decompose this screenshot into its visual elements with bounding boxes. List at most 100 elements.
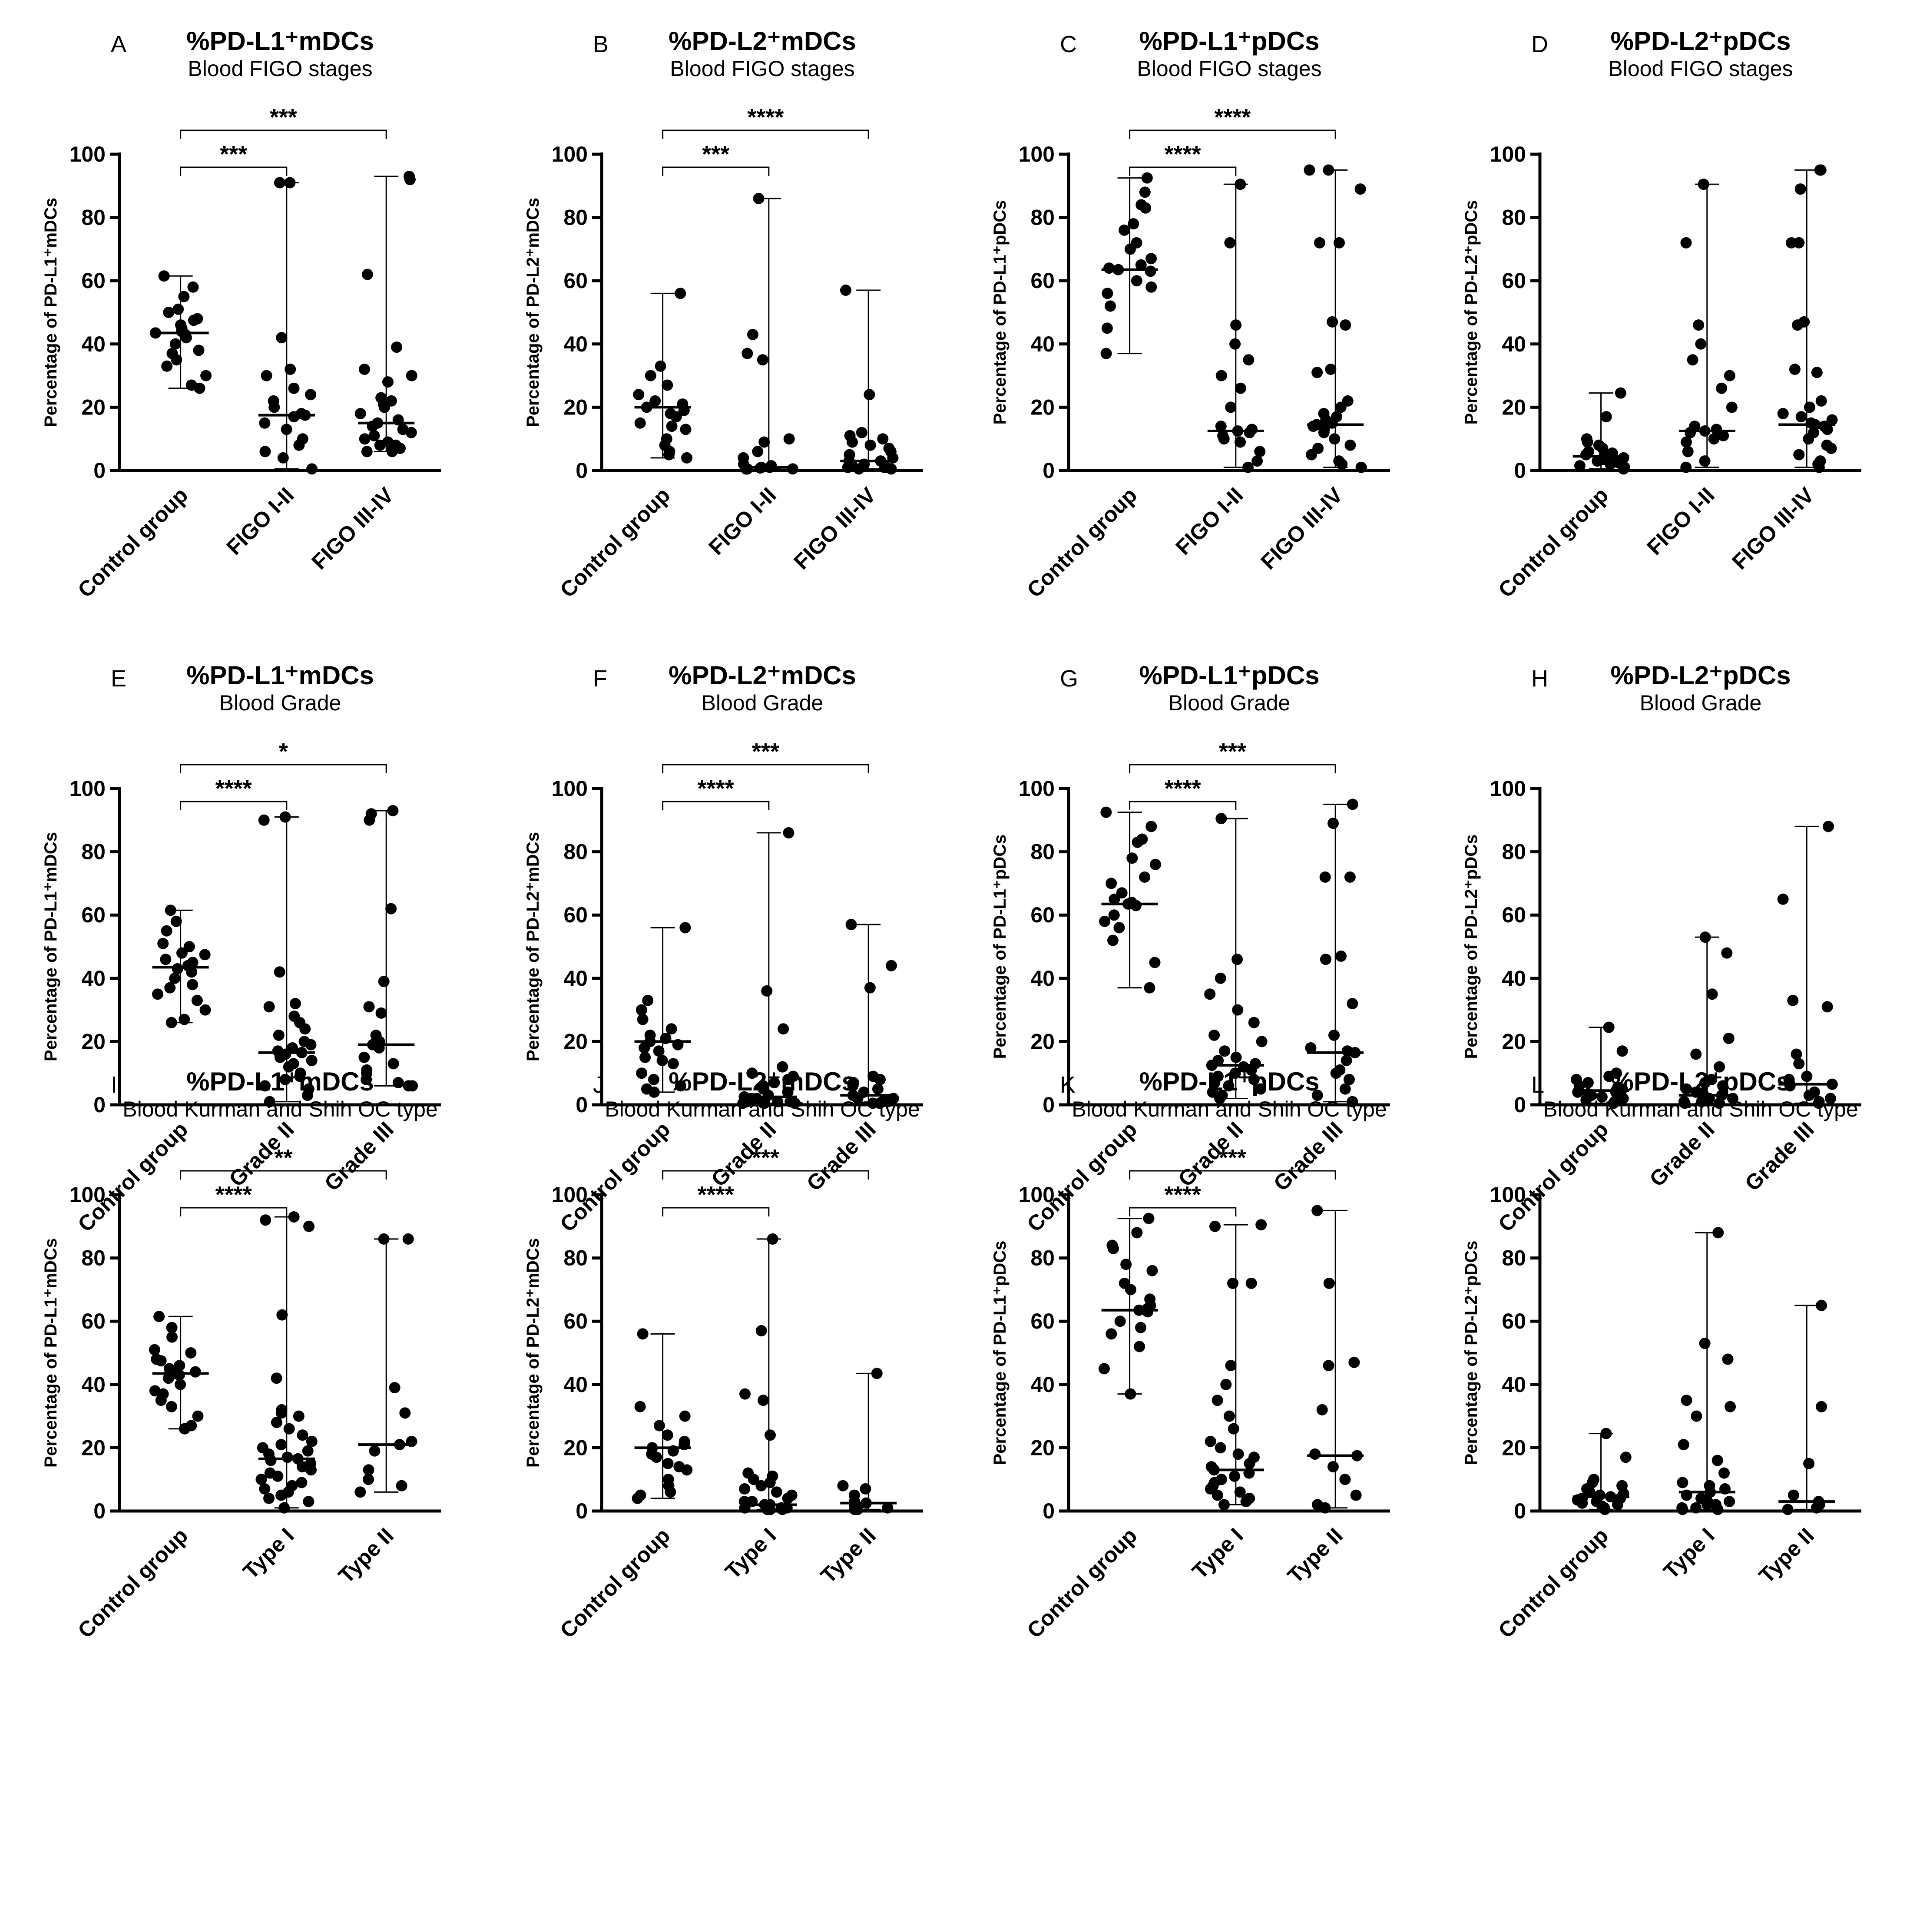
data-point — [680, 424, 692, 435]
data-point — [1343, 1074, 1355, 1085]
y-tick-label: 60 — [1030, 268, 1055, 293]
data-point — [648, 1086, 660, 1098]
y-tick-label: 40 — [81, 332, 106, 356]
data-point — [1724, 1496, 1735, 1508]
category-label: Type II — [334, 1523, 398, 1588]
data-point — [632, 1492, 643, 1504]
significance-bracket — [662, 1207, 770, 1216]
data-point — [354, 1486, 366, 1498]
panel-title: %PD-L1⁺mDCs — [186, 661, 374, 690]
y-tick-label: 60 — [81, 1309, 106, 1333]
data-point — [767, 1233, 778, 1245]
data-point — [1130, 900, 1142, 911]
data-point — [1215, 370, 1227, 381]
data-point — [1255, 1083, 1267, 1095]
group-grade-ii: Grade II — [1173, 813, 1268, 1191]
significance-bracket — [180, 801, 288, 810]
data-point — [665, 1023, 677, 1035]
data-point — [1329, 433, 1341, 445]
data-point — [382, 376, 394, 388]
y-tick-label: 40 — [81, 1372, 106, 1397]
data-point — [306, 1435, 318, 1447]
data-point — [1102, 288, 1113, 299]
data-point — [1254, 446, 1266, 457]
data-point — [188, 315, 199, 326]
data-point — [1681, 1083, 1692, 1095]
group-grade-iii: Grade III — [1269, 799, 1364, 1196]
data-point — [1104, 300, 1116, 312]
data-point — [1344, 871, 1356, 883]
data-point — [1702, 1499, 1713, 1511]
y-tick-label: 0 — [1043, 458, 1055, 483]
data-point — [363, 1464, 374, 1476]
significance-bracket — [1129, 764, 1336, 773]
data-point — [746, 1067, 758, 1079]
y-tick-label: 0 — [93, 1499, 106, 1523]
y-tick-label: 60 — [1030, 903, 1055, 927]
data-point — [739, 1483, 751, 1495]
data-point — [1347, 799, 1358, 810]
y-tick-label: 40 — [1502, 1372, 1526, 1397]
y-tick-label: 60 — [1502, 1309, 1526, 1333]
group-type-i: Type I — [720, 1233, 798, 1584]
data-point — [864, 439, 876, 451]
data-point — [187, 281, 199, 293]
data-point — [279, 1074, 291, 1085]
data-point — [385, 903, 397, 915]
data-point — [274, 1051, 286, 1063]
data-point — [1612, 1499, 1623, 1511]
data-point — [739, 1388, 751, 1400]
significance-label: *** — [1219, 739, 1246, 765]
data-point — [279, 811, 291, 823]
data-point — [1308, 421, 1319, 432]
data-point — [403, 1080, 414, 1092]
data-point — [179, 1423, 190, 1435]
panel-title: %PD-L1⁺pDCs — [1139, 1067, 1319, 1096]
significance-bracket — [1129, 166, 1237, 176]
data-point — [1687, 354, 1698, 366]
data-point — [1336, 458, 1348, 470]
data-point — [174, 1360, 185, 1372]
data-point — [1690, 1502, 1702, 1514]
data-point — [378, 976, 390, 988]
data-point — [303, 1220, 315, 1232]
category-label: Control group — [555, 1523, 675, 1643]
group-control-group: Control group — [73, 1311, 209, 1643]
data-point — [651, 1451, 662, 1463]
panel-subtitle: Blood Kurman and Shih OC type — [605, 1097, 920, 1121]
data-point — [161, 360, 173, 372]
data-point — [1816, 1299, 1827, 1311]
data-point — [1106, 1328, 1117, 1340]
category-label: Grade III — [802, 1117, 881, 1196]
data-point — [864, 389, 875, 401]
significance-label: **** — [698, 775, 734, 802]
data-point — [642, 994, 654, 1006]
y-tick-label: 60 — [81, 268, 106, 293]
significance-label: **** — [1165, 141, 1201, 167]
y-axis-label: Percentage of PD-L1⁺pDCs — [990, 200, 1010, 425]
data-point — [1215, 813, 1227, 825]
data-point — [1695, 338, 1707, 350]
data-point — [777, 1504, 788, 1515]
data-point — [1821, 1001, 1833, 1013]
data-point — [837, 1480, 849, 1491]
significance-label: *** — [752, 1145, 779, 1171]
y-tick-label: 20 — [1030, 1435, 1055, 1460]
data-point — [1816, 1401, 1827, 1412]
y-axis-label: Percentage of PD-L2⁺pDCs — [1462, 835, 1481, 1059]
data-point — [637, 1328, 649, 1340]
data-point — [288, 411, 300, 423]
panel-letter: D — [1531, 31, 1548, 57]
data-point — [1355, 461, 1367, 473]
y-tick-label: 60 — [563, 268, 588, 293]
y-tick-label: 0 — [93, 458, 106, 483]
data-point — [179, 1014, 190, 1025]
data-point — [1149, 858, 1161, 870]
data-point — [656, 1055, 668, 1067]
significance-label: **** — [1165, 775, 1201, 802]
data-point — [399, 1407, 411, 1419]
data-point — [199, 949, 211, 961]
data-point — [164, 982, 176, 994]
data-point — [268, 401, 280, 413]
data-point — [1212, 1395, 1223, 1406]
